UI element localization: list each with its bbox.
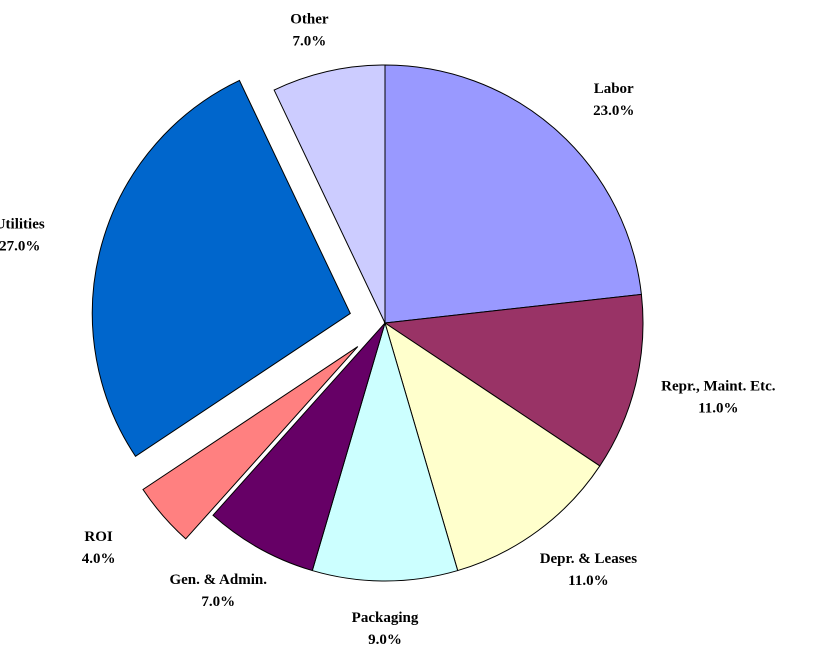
pie-slice xyxy=(142,346,359,540)
pie-slice xyxy=(311,321,459,582)
value-label: 11.0% xyxy=(698,400,738,416)
value-label: 4.0% xyxy=(82,551,116,567)
value-label: 7.0% xyxy=(201,594,235,610)
pie-slice xyxy=(384,64,642,324)
pie-slice xyxy=(383,293,644,467)
value-label: 27.0% xyxy=(0,239,40,255)
slice-label: Labor xyxy=(594,81,634,97)
value-label: 7.0% xyxy=(293,33,327,49)
slice-label: Utilities xyxy=(0,217,45,233)
pie-slice xyxy=(91,79,351,458)
slice-label: Packaging xyxy=(352,610,419,626)
slice-label: ROI xyxy=(84,529,113,545)
pie-slice xyxy=(384,321,601,572)
pie-slice xyxy=(273,64,386,324)
slice-label: Repr., Maint. Etc. xyxy=(661,378,776,394)
slice-label: Depr. & Leases xyxy=(540,551,638,567)
value-label: 23.0% xyxy=(593,103,634,119)
slice-label: Other xyxy=(290,11,329,27)
value-label: 9.0% xyxy=(368,632,402,645)
slice-label: Gen. & Admin. xyxy=(169,572,267,588)
pie-slice xyxy=(212,322,386,572)
value-label: 11.0% xyxy=(568,573,608,589)
